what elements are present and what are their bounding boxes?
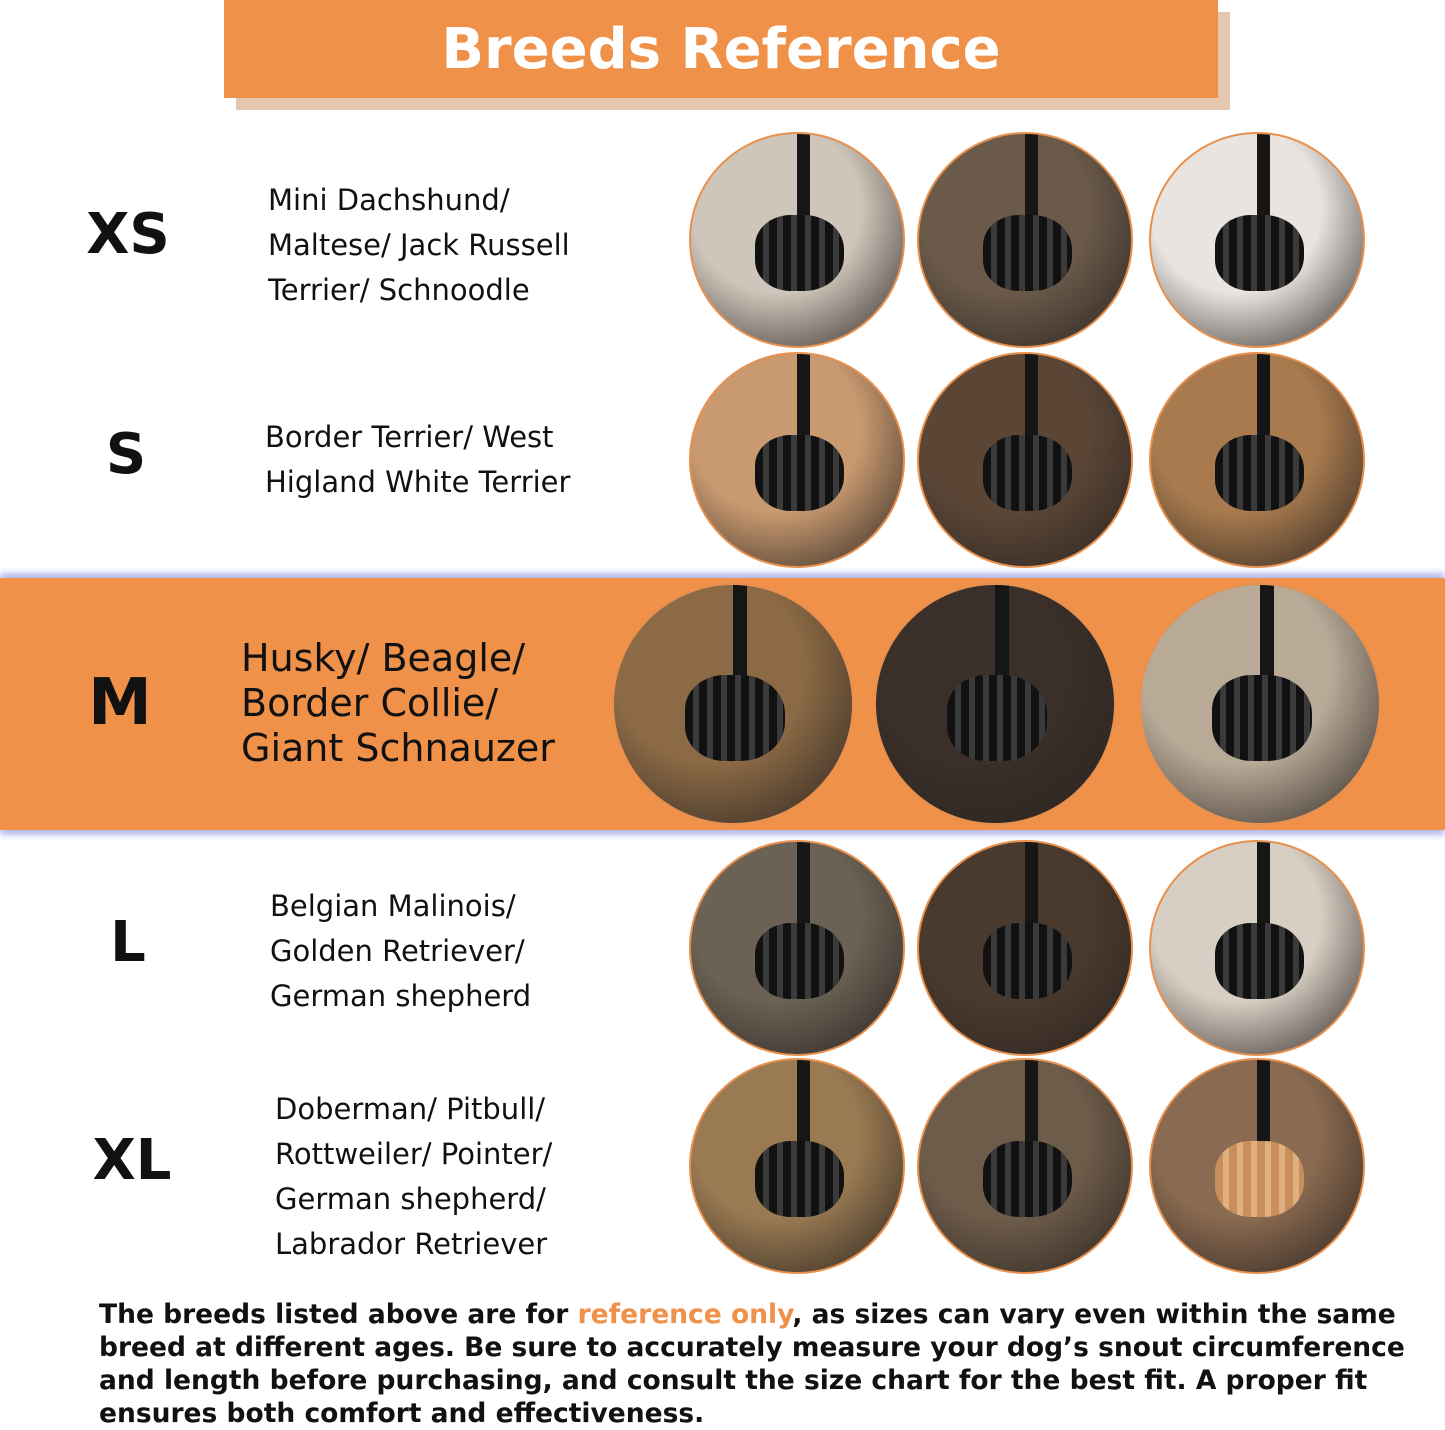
muzzle: [982, 922, 1072, 999]
muzzle-strap: [797, 354, 810, 450]
muzzle-strap: [995, 585, 1010, 693]
dog-wearing-muzzle-photo: [689, 132, 905, 348]
muzzle: [754, 922, 844, 999]
size-label: S: [105, 422, 147, 487]
footer-line: breed at different ages. Be sure to accu…: [99, 1332, 1405, 1363]
muzzle-strap: [1025, 842, 1038, 938]
muzzle-strap: [1025, 134, 1038, 230]
footer-line: ensures both comfort and effectiveness.: [99, 1398, 705, 1429]
muzzle-strap: [1025, 354, 1038, 450]
muzzle-strap: [1025, 1060, 1038, 1156]
breed-list: Mini Dachshund/Maltese/ Jack Russell Terr…: [268, 178, 570, 313]
breed-line: Giant Schnauzer: [241, 726, 555, 770]
muzzle: [947, 675, 1048, 762]
dog-wearing-muzzle-photo: [917, 352, 1133, 568]
muzzle: [754, 1140, 844, 1217]
dog-wearing-muzzle-photo: [917, 132, 1133, 348]
muzzle-strap: [797, 134, 810, 230]
muzzle: [1214, 1140, 1304, 1217]
breed-list: Border Terrier/ West Higland White Terrie…: [265, 415, 570, 505]
muzzle-strap: [797, 1060, 810, 1156]
breed-line: Labrador Retriever: [275, 1227, 548, 1261]
breed-line: Rottweiler/ Pointer/: [275, 1137, 553, 1171]
size-label: XL: [92, 1128, 172, 1193]
muzzle-strap: [797, 842, 810, 938]
header-banner: Breeds Reference: [224, 0, 1218, 98]
size-label: L: [110, 910, 146, 975]
footer-note: The breeds listed above are for referenc…: [99, 1298, 1405, 1430]
muzzle-strap: [1257, 842, 1270, 938]
dog-wearing-muzzle-photo: [689, 1058, 905, 1274]
muzzle: [754, 434, 844, 511]
breed-line: Husky/ Beagle/: [241, 636, 526, 680]
breed-list: Husky/ Beagle/Border Collie/Giant Schnau…: [241, 636, 555, 771]
muzzle-strap: [1257, 134, 1270, 230]
dog-wearing-muzzle-photo: [917, 1058, 1133, 1274]
muzzle: [982, 214, 1072, 291]
muzzle: [754, 214, 844, 291]
dog-wearing-muzzle-photo: [689, 840, 905, 1056]
page-title: Breeds Reference: [441, 16, 1001, 82]
breed-list: Belgian Malinois/Golden Retriever/German…: [270, 884, 531, 1019]
dog-wearing-tan-muzzle-photo: [1149, 1058, 1365, 1274]
breed-line: German shepherd: [270, 979, 532, 1013]
breed-line: Higland White Terrier: [265, 465, 571, 499]
footer-highlight: reference only: [577, 1299, 793, 1330]
dog-wearing-muzzle-photo: [689, 352, 905, 568]
dog-wearing-muzzle-photo: [1149, 352, 1365, 568]
dog-wearing-muzzle-photo: [917, 840, 1133, 1056]
muzzle: [1214, 214, 1304, 291]
footer-text: , as sizes can vary even within the same: [792, 1299, 1396, 1330]
breed-line: Terrier/ Schnoodle: [268, 273, 530, 307]
breed-line: Doberman/ Pitbull/: [275, 1092, 546, 1126]
muzzle: [982, 434, 1072, 511]
muzzle: [1214, 922, 1304, 999]
footer-text: The breeds listed above are for: [99, 1299, 578, 1330]
breed-line: Border Collie/: [241, 681, 499, 725]
size-label: XS: [86, 202, 170, 267]
breed-line: Golden Retriever/: [270, 934, 525, 968]
dog-wearing-muzzle-photo: [612, 583, 854, 825]
muzzle-strap: [1260, 585, 1275, 693]
breed-line: Maltese/ Jack Russell: [268, 228, 570, 262]
breed-list: Doberman/ Pitbull/Rottweiler/ Pointer/Ge…: [275, 1087, 552, 1267]
muzzle-strap: [733, 585, 748, 693]
breed-line: Mini Dachshund/: [268, 183, 510, 217]
breed-line: Belgian Malinois/: [270, 889, 516, 923]
size-label: M: [88, 666, 152, 740]
muzzle: [685, 675, 786, 762]
muzzle: [1214, 434, 1304, 511]
muzzle: [1212, 675, 1313, 762]
dog-wearing-muzzle-photo: [1139, 583, 1381, 825]
breed-line: German shepherd/: [275, 1182, 546, 1216]
muzzle-strap: [1257, 354, 1270, 450]
footer-line: and length before purchasing, and consul…: [99, 1365, 1368, 1396]
dog-wearing-muzzle-photo: [1149, 840, 1365, 1056]
dog-wearing-muzzle-photo: [1149, 132, 1365, 348]
muzzle: [982, 1140, 1072, 1217]
dog-wearing-muzzle-photo: [874, 583, 1116, 825]
muzzle-strap: [1257, 1060, 1270, 1156]
breed-line: Border Terrier/ West: [265, 420, 554, 454]
